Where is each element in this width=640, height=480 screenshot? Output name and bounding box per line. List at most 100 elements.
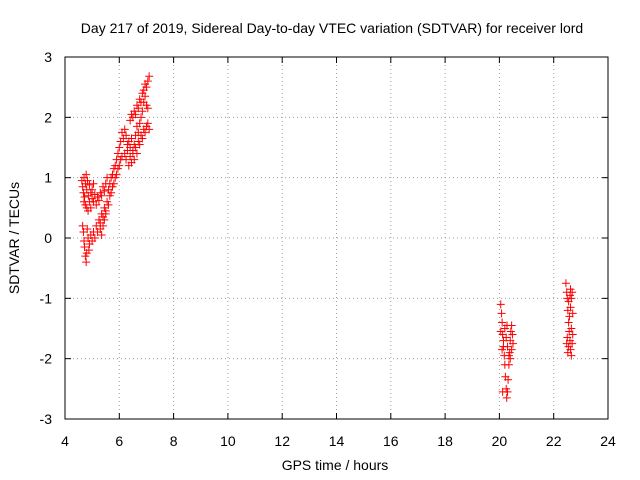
data-point-marker <box>508 339 517 348</box>
data-point-marker <box>507 345 516 354</box>
data-point-marker <box>498 318 507 327</box>
data-point-marker <box>130 155 139 164</box>
data-point-marker <box>122 131 131 140</box>
data-point-marker <box>135 119 144 128</box>
x-axis-title: GPS time / hours <box>282 457 389 473</box>
data-point-marker <box>508 330 517 339</box>
data-point-marker <box>135 140 144 149</box>
data-point-marker <box>78 221 87 230</box>
data-point-marker <box>143 119 152 128</box>
data-point-marker <box>134 104 143 113</box>
data-point-marker <box>100 215 109 224</box>
data-point-marker <box>93 192 102 201</box>
data-point-marker <box>566 303 575 312</box>
data-point-marker <box>502 393 511 402</box>
data-point-marker <box>496 300 505 309</box>
data-point-marker <box>131 143 140 152</box>
data-point-marker <box>127 134 136 143</box>
x-tick-label: 10 <box>220 433 236 449</box>
data-point-marker <box>100 186 109 195</box>
data-point-marker <box>497 309 506 318</box>
y-tick-label: 0 <box>44 230 52 246</box>
data-point-marker <box>83 224 92 233</box>
data-point-marker <box>126 152 135 161</box>
data-point-marker <box>80 192 89 201</box>
x-tick-label: 12 <box>274 433 290 449</box>
data-point-marker <box>139 86 148 95</box>
data-point-marker <box>122 155 131 164</box>
data-point-marker <box>97 191 106 200</box>
data-point-marker <box>568 330 577 339</box>
data-point-marker <box>137 113 146 122</box>
data-point-marker <box>145 125 154 134</box>
y-tick-label: 2 <box>44 109 52 125</box>
data-point-marker <box>498 387 507 396</box>
x-tick-label: 24 <box>600 433 616 449</box>
data-point-marker <box>563 333 572 342</box>
data-point-marker <box>498 345 507 354</box>
data-point-marker <box>115 143 124 152</box>
data-point-marker <box>89 179 98 188</box>
x-tick-label: 18 <box>437 433 453 449</box>
data-point-marker <box>108 170 117 179</box>
data-point-marker <box>80 237 89 246</box>
data-point-marker <box>92 221 101 230</box>
data-point-marker <box>131 110 140 119</box>
grid <box>65 57 608 419</box>
data-point-marker <box>83 176 92 185</box>
data-point-marker <box>120 125 129 134</box>
ticks <box>64 56 609 420</box>
data-point-marker <box>567 294 576 303</box>
data-point-marker <box>504 375 513 384</box>
data-points <box>77 72 577 402</box>
x-tick-label: 14 <box>329 433 345 449</box>
data-point-marker <box>104 200 113 209</box>
data-point-marker <box>90 234 99 242</box>
y-tick-label: -1 <box>40 290 53 306</box>
data-point-marker <box>105 179 114 188</box>
y-tick-label: 1 <box>44 170 52 186</box>
data-point-marker <box>85 180 94 189</box>
data-point-marker <box>567 324 576 333</box>
data-point-marker <box>502 333 511 342</box>
data-point-marker <box>562 339 571 348</box>
data-point-marker <box>137 98 146 107</box>
data-point-marker <box>132 149 141 158</box>
data-point-marker <box>506 354 515 363</box>
data-point-marker <box>564 318 573 327</box>
y-axis-title: SDTVAR / TECUs <box>6 182 22 294</box>
data-point-marker <box>80 243 89 252</box>
data-point-marker <box>82 170 91 179</box>
data-point-marker <box>568 309 577 318</box>
data-point-marker <box>104 185 113 194</box>
data-point-marker <box>88 185 97 194</box>
y-tick-label: -2 <box>40 351 53 367</box>
x-tick-label: 4 <box>61 433 69 449</box>
data-point-marker <box>141 128 150 137</box>
data-point-marker <box>99 221 108 230</box>
data-point-marker <box>561 279 570 288</box>
x-tick-label: 22 <box>546 433 562 449</box>
data-point-marker <box>138 134 147 143</box>
data-point-marker <box>85 197 94 206</box>
data-point-marker <box>503 321 512 330</box>
x-tick-label: 16 <box>383 433 399 449</box>
data-point-marker <box>97 230 106 239</box>
data-point-marker <box>84 246 93 255</box>
x-tick-label: 8 <box>170 433 178 449</box>
chart-title: Day 217 of 2019, Sidereal Day-to-day VTE… <box>81 20 583 36</box>
x-tick-label: 20 <box>492 433 508 449</box>
y-tick-label: 3 <box>44 49 52 65</box>
data-point-marker <box>568 288 577 297</box>
data-point-marker <box>92 200 101 209</box>
data-point-marker <box>86 203 95 212</box>
data-point-marker <box>563 348 572 357</box>
data-point-marker <box>112 155 121 164</box>
x-tick-label: 6 <box>115 433 123 449</box>
data-point-marker <box>143 104 152 113</box>
data-point-marker <box>145 72 154 81</box>
data-point-marker <box>111 161 120 170</box>
